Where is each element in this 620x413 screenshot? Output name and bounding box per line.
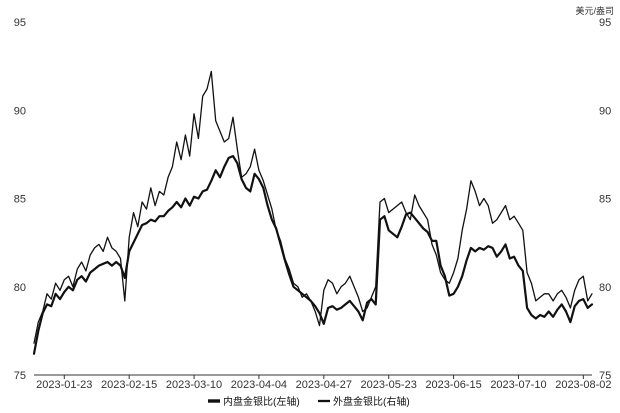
x-tick-label: 2023-04-27 [296,379,352,391]
legend: 内盘金银比(左轴) 外盘金银比(右轴) [208,395,410,408]
right-axis-unit-label: 美元/盎司 [575,5,614,16]
legend-label: 内盘金银比(左轴) [223,395,300,408]
x-tick-label: 2023-07-10 [490,379,546,391]
right-y-tick-label: 85 [599,194,611,206]
x-tick-label: 2023-06-15 [425,379,481,391]
series-line-domestic [32,155,594,355]
left-y-tick-label: 75 [14,370,26,382]
left-y-tick-label: 85 [14,194,26,206]
x-axis: 2023-01-23 2023-02-15 2023-03-10 2023-04-04… [34,374,611,391]
x-tick-label: 2023-01-23 [36,379,92,391]
right-y-tick-label: 90 [599,105,611,117]
right-y-tick-label: 95 [599,17,611,29]
right-y-axis: 美元/盎司 75 80 85 90 95 [575,5,614,382]
left-y-axis: 75 80 85 90 95 [14,17,26,382]
left-y-tick-label: 90 [14,105,26,117]
x-tick-label: 2023-05-23 [361,379,417,391]
right-y-tick-label: 80 [599,282,611,294]
right-y-tick-label: 75 [599,370,611,382]
x-tick-label: 2023-02-15 [101,379,157,391]
series-layer [32,70,594,355]
left-y-tick-label: 95 [14,17,26,29]
legend-label: 外盘金银比(右轴) [333,395,410,408]
x-tick-label: 2023-04-04 [231,379,287,391]
x-tick-label: 2023-08-02 [555,379,611,391]
x-tick-label: 2023-03-10 [166,379,222,391]
left-y-tick-label: 80 [14,282,26,294]
